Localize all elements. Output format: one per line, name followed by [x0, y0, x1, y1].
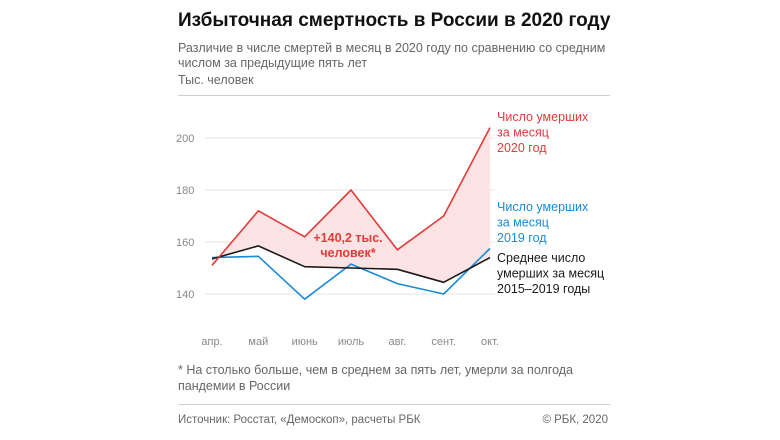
chart-subtitle: Различие в числе смертей в месяц в 2020 … [178, 41, 606, 70]
bottom-divider [178, 404, 610, 405]
x-tick-label: окт. [481, 336, 499, 348]
y-tick-label: 180 [176, 185, 194, 197]
x-tick-label: июнь [292, 336, 318, 348]
top-divider [178, 95, 610, 96]
series-label: 2015–2019 годы [497, 282, 590, 296]
series-label: за месяц [497, 216, 549, 230]
series-line [211, 247, 491, 301]
chart-title: Избыточная смертность в России в 2020 го… [178, 10, 611, 31]
series-label: умерших за месяц [497, 267, 604, 281]
x-tick-label: авг. [388, 336, 406, 348]
series-label: 2020 год [497, 141, 547, 155]
series-label: 2019 год [497, 231, 547, 245]
footnote: * На столько больше, чем в среднем за пя… [178, 363, 574, 393]
series-label: Число умерших [497, 110, 589, 124]
source-note: Источник: Росстат, «Демоскоп», расчеты Р… [178, 414, 421, 426]
series-line [211, 245, 491, 284]
x-tick-label: июль [338, 336, 365, 348]
copyright: © РБК, 2020 [542, 414, 608, 426]
series-label: за месяц [497, 126, 549, 140]
series-label: Число умерших [497, 200, 589, 214]
excess-area [212, 127, 490, 283]
unit-label: Тыс. человек [178, 73, 254, 87]
y-tick-label: 160 [176, 237, 194, 249]
x-tick-label: апр. [201, 336, 222, 348]
series-label: Среднее число [497, 251, 585, 265]
excess-annotation: человек* [320, 246, 375, 260]
y-tick-label: 200 [176, 133, 194, 145]
series-line [211, 127, 491, 266]
x-tick-label: сент. [431, 336, 456, 348]
y-tick-label: 140 [176, 289, 194, 301]
excess-annotation: +140,2 тыс. [313, 231, 382, 245]
x-tick-label: май [248, 336, 268, 348]
